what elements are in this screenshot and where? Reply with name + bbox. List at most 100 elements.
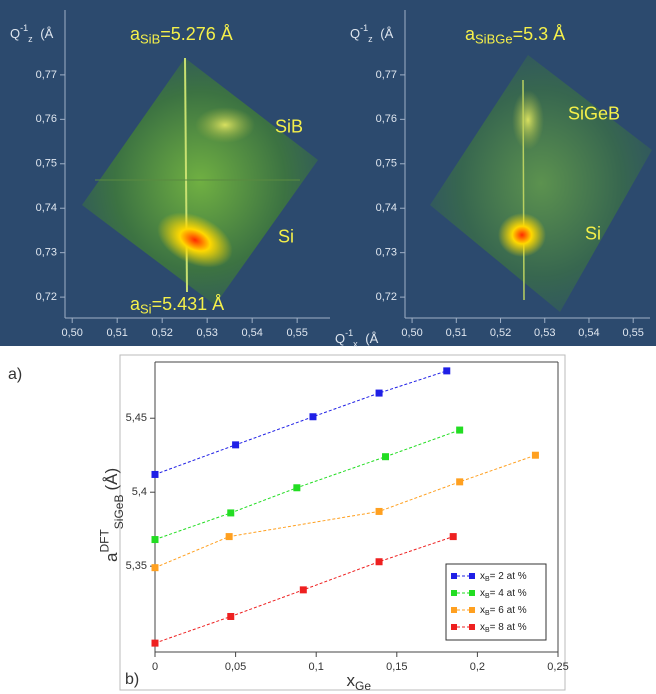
legend-label-part: = 6 at % (490, 605, 527, 616)
y-axis-label: Q-1z (Å (350, 24, 394, 45)
point (225, 533, 233, 541)
annotation-part: SiBGe (475, 32, 513, 47)
y-axis-label: aDFTSiGeB (Å) (98, 468, 126, 562)
point (375, 389, 383, 397)
point (375, 507, 383, 515)
y-axis-label-part: -1 (20, 24, 28, 34)
y-tick-label: 0,75 (376, 158, 397, 170)
annotation: SiGeB (568, 103, 620, 123)
legend-label: xB= 4 at % (480, 588, 527, 600)
panel-label: b) (125, 671, 139, 688)
x-tick-label: 0,52 (151, 327, 172, 339)
x-tick-label: 0,53 (534, 327, 555, 339)
y-tick-label: 5,4 (132, 486, 147, 498)
legend-label-part: x (480, 588, 485, 599)
x-tick-label: 0,15 (386, 661, 407, 673)
y-axis-label-part: a (102, 552, 121, 562)
y-tick-label: 0,77 (36, 69, 57, 81)
legend-swatch (451, 590, 457, 596)
point (151, 470, 159, 478)
point (151, 639, 159, 647)
y-tick-label: 0,77 (376, 69, 397, 81)
y-tick-label: 0,73 (36, 247, 57, 259)
peak (157, 212, 233, 268)
y-axis-label-part: z (28, 35, 33, 45)
x-axis-label-part: -1 (345, 329, 353, 339)
legend-label: xB= 6 at % (480, 605, 527, 617)
legend-label-part: = 2 at % (490, 571, 527, 582)
annotation-part: SiB (275, 116, 303, 136)
annotation-part: a (465, 24, 476, 44)
x-axis-label: Q-1x (Å (335, 329, 379, 350)
point (449, 533, 457, 541)
point (227, 509, 235, 517)
point (456, 426, 464, 434)
peak (498, 213, 546, 257)
y-axis-label-part: z (368, 35, 373, 45)
x-tick-label: 0,50 (61, 327, 82, 339)
point (382, 453, 390, 461)
x-tick-label: 0,52 (490, 327, 511, 339)
annotation: aSi=5.431 Å (130, 294, 224, 317)
legend-label-part: x (480, 571, 485, 582)
annotation: aSiB=5.276 Å (130, 24, 233, 47)
series-line (154, 370, 447, 475)
y-tick-label: 0,76 (36, 113, 57, 125)
y-tick-label: 0,72 (36, 291, 57, 303)
legend-swatch (469, 573, 475, 579)
x-axis-label-part: Q (335, 331, 345, 346)
annotation-part: =5.3 Å (513, 24, 566, 44)
y-axis-label-part: -1 (360, 24, 368, 34)
point (309, 413, 317, 421)
point (293, 484, 301, 492)
intensity-cloud (82, 58, 318, 305)
legend-label-part: x (480, 605, 485, 616)
panel-label: a) (8, 366, 22, 383)
point (531, 451, 539, 459)
annotation-part: SiB (140, 32, 160, 47)
legend-label-part: B (485, 576, 490, 583)
point (299, 586, 307, 594)
y-axis-label-part: Q (350, 26, 360, 41)
x-tick-label: 0,50 (401, 327, 422, 339)
point (456, 478, 464, 486)
y-axis-label-part: (Å (377, 26, 394, 41)
point (375, 558, 383, 566)
x-axis-label-part: x (353, 340, 358, 350)
point (151, 536, 159, 544)
point (151, 564, 159, 572)
legend-label-part: x (480, 622, 485, 633)
intensity-cloud (430, 55, 652, 312)
y-axis-label: Q-1z (Å (10, 24, 54, 45)
x-axis-label-part: (Å (362, 331, 379, 346)
legend-swatch (469, 590, 475, 596)
y-tick-label: 5,35 (126, 560, 147, 572)
legend-swatch (451, 573, 457, 579)
annotation-part: Si (140, 302, 152, 317)
x-tick-label: 0,2 (470, 661, 485, 673)
legend-label-part: = 4 at % (490, 588, 527, 599)
legend-label: xB= 2 at % (480, 571, 527, 583)
x-tick-label: 0 (152, 661, 158, 673)
annotation-part: a (130, 24, 141, 44)
legend-label-part: = 8 at % (490, 622, 527, 633)
x-tick-label: 0,53 (196, 327, 217, 339)
y-axis-label-part: SiGeB (112, 495, 126, 530)
legend-swatch (469, 607, 475, 613)
y-tick-label: 0,72 (376, 291, 397, 303)
x-tick-label: 0,55 (286, 327, 307, 339)
y-tick-label: 5,45 (126, 412, 147, 424)
y-axis-label-part: Q (10, 26, 20, 41)
y-tick-label: 0,75 (36, 158, 57, 170)
y-tick-label: 0,76 (376, 113, 397, 125)
annotation: Si (278, 226, 294, 246)
annotation-part: a (130, 294, 141, 314)
peak (512, 90, 544, 150)
legend-swatch (469, 624, 475, 630)
x-tick-label: 0,51 (106, 327, 127, 339)
annotation: SiB (275, 116, 303, 136)
y-axis-label-part: DFT (98, 529, 112, 553)
annotation-part: =5.431 Å (152, 294, 225, 314)
